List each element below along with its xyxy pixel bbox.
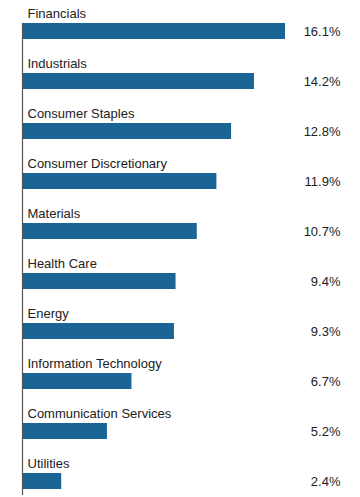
svg-text:Financials: Financials [28,6,87,21]
svg-text:9.3%: 9.3% [311,324,341,339]
svg-text:Utilities: Utilities [28,456,70,471]
svg-text:2.4%: 2.4% [311,474,341,489]
svg-text:12.8%: 12.8% [304,124,341,139]
svg-text:11.9%: 11.9% [305,174,341,189]
svg-text:Industrials: Industrials [28,56,88,71]
svg-text:16.1%: 16.1% [304,24,341,39]
svg-text:14.2%: 14.2% [304,74,341,89]
svg-text:Materials: Materials [28,206,81,221]
svg-text:10.7%: 10.7% [304,224,341,239]
svg-text:Communication Services: Communication Services [28,406,172,421]
svg-text:Consumer Discretionary: Consumer Discretionary [28,156,168,171]
svg-text:Consumer Staples: Consumer Staples [28,106,135,121]
svg-text:9.4%: 9.4% [311,274,341,289]
svg-text:Information Technology: Information Technology [28,356,163,371]
svg-text:5.2%: 5.2% [311,424,341,439]
svg-text:6.7%: 6.7% [311,374,341,389]
svg-text:Energy: Energy [28,306,70,321]
svg-text:Health Care: Health Care [28,256,97,271]
